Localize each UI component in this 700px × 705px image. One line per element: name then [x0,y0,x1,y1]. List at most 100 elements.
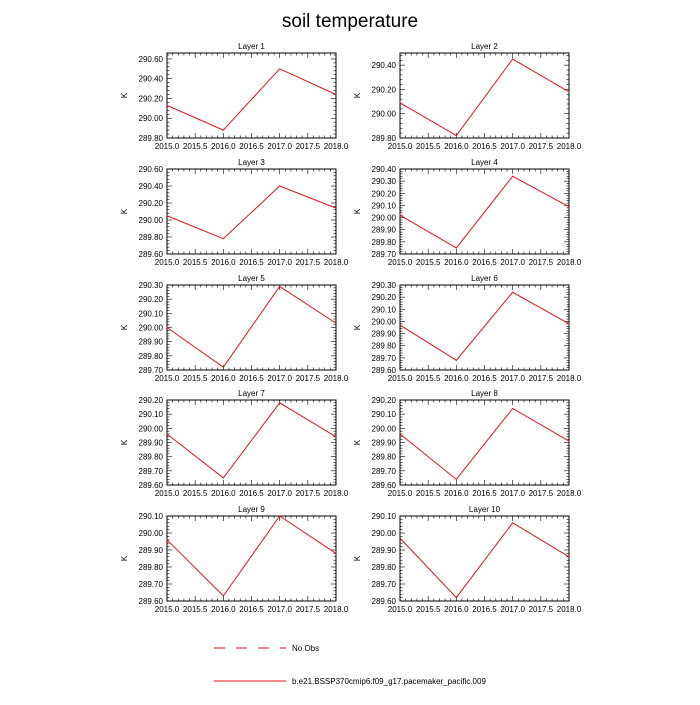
x-tick-label: 2016.0 [444,489,469,498]
x-tick-label: 2017.5 [296,258,321,267]
y-tick-label: 289.70 [372,250,397,259]
x-tick-label: 2016.0 [444,258,469,267]
y-tick-label: 290.30 [372,281,397,290]
x-tick-label: 2016.5 [472,489,497,498]
x-tick-label: 2017.5 [529,258,554,267]
y-tick-label: 290.20 [139,94,164,103]
x-tick-label: 2015.0 [155,489,180,498]
data-point [222,595,224,597]
y-tick-label: 289.60 [372,366,397,375]
x-tick-label: 2017.0 [500,489,525,498]
plot-frame [166,399,337,486]
y-tick-label: 289.80 [372,453,397,462]
x-tick-label: 2015.5 [183,605,208,614]
data-point [512,175,514,177]
x-tick-label: 2015.0 [155,142,180,151]
y-tick-label: 290.20 [139,396,164,405]
data-point [512,58,514,60]
data-point [222,238,224,240]
data-point [568,206,570,208]
y-tick-label: 289.70 [372,354,397,363]
x-tick-label: 2015.5 [416,374,441,383]
panel-layer-2: Layer 2 K 2015.0 2015.5 2016.0 2016.5 2017.0 20… [353,42,582,151]
data-point [335,93,337,96]
y-tick-label: 290.20 [372,396,397,405]
y-axis-label: K [353,92,362,98]
data-point [455,134,457,137]
x-tick-label: 2016.0 [211,489,236,498]
data-point [455,597,457,599]
y-tick-label: 289.80 [139,352,164,361]
data-point [399,214,401,216]
y-tick-label: 289.70 [139,366,164,375]
x-tick-label: 2017.0 [500,374,525,383]
y-tick-label: 289.80 [372,342,397,351]
x-tick-label: 2016.5 [239,374,264,383]
x-tick-label: 2015.0 [155,258,180,267]
y-axis-label: K [120,555,129,561]
x-tick-label: 2015.0 [388,489,413,498]
y-tick-label: 290.40 [139,75,164,84]
x-tick-label: 2017.0 [267,258,292,267]
plot-frame [166,52,337,139]
data-point [399,324,401,326]
x-tick-label: 2016.5 [239,258,264,267]
panel-title: Layer 8 [471,389,498,398]
series-line-model [399,407,570,481]
data-point [568,556,570,558]
x-tick-label: 2018.0 [324,258,349,267]
y-tick-label: 290.60 [139,55,164,64]
x-tick-label: 2017.0 [500,258,525,267]
data-point [279,402,281,404]
panel-title: Layer 3 [238,158,265,167]
data-point [512,522,514,524]
y-tick-label: 289.70 [139,467,164,476]
y-tick-label: 290.00 [372,110,397,119]
x-tick-label: 2017.5 [529,489,554,498]
plot-frame [399,284,570,371]
data-point [455,359,457,361]
x-tick-label: 2017.0 [267,489,292,498]
x-tick-label: 2015.5 [183,374,208,383]
y-tick-label: 290.30 [139,281,164,290]
y-tick-label: 290.60 [139,165,164,174]
y-tick-label: 290.10 [372,305,397,314]
x-tick-label: 2016.5 [472,374,497,383]
y-axis-label: K [353,439,362,445]
x-tick-label: 2017.5 [296,489,321,498]
y-tick-label: 290.40 [372,61,397,70]
y-tick-label: 290.00 [139,324,164,333]
y-axis-label: K [353,324,362,330]
panel-layer-9: Layer 9 K 2015.0 2015.5 2016.0 2016.5 2017.0 20… [120,505,349,614]
x-tick-label: 2016.0 [211,374,236,383]
y-tick-label: 290.20 [372,85,397,94]
data-point [279,515,281,517]
panel-title: Layer 5 [238,274,265,283]
y-tick-label: 289.80 [139,233,164,242]
figure-title: soil temperature [282,11,418,32]
x-tick-label: 2015.0 [155,605,180,614]
data-point [222,129,224,131]
x-tick-label: 2018.0 [557,605,582,614]
y-tick-label: 290.20 [139,295,164,304]
data-point [279,68,281,70]
panel-title: Layer 6 [471,274,498,283]
panel-layer-7: Layer 7 K 2015.0 2015.5 2016.0 2016.5 2017.0 20… [120,389,349,498]
x-tick-label: 2016.5 [472,258,497,267]
x-tick-label: 2017.5 [296,374,321,383]
data-point [335,322,337,324]
plot-frame [399,52,570,139]
y-axis-label: K [120,439,129,445]
y-tick-label: 290.00 [372,317,397,326]
y-tick-label: 289.80 [139,134,164,143]
data-point [166,539,168,541]
y-tick-label: 289.60 [139,597,164,606]
x-tick-label: 2017.5 [529,605,554,614]
data-point [222,477,224,479]
x-tick-label: 2015.5 [416,605,441,614]
y-tick-label: 289.90 [372,546,397,555]
x-tick-label: 2016.0 [444,374,469,383]
x-tick-label: 2017.5 [296,605,321,614]
